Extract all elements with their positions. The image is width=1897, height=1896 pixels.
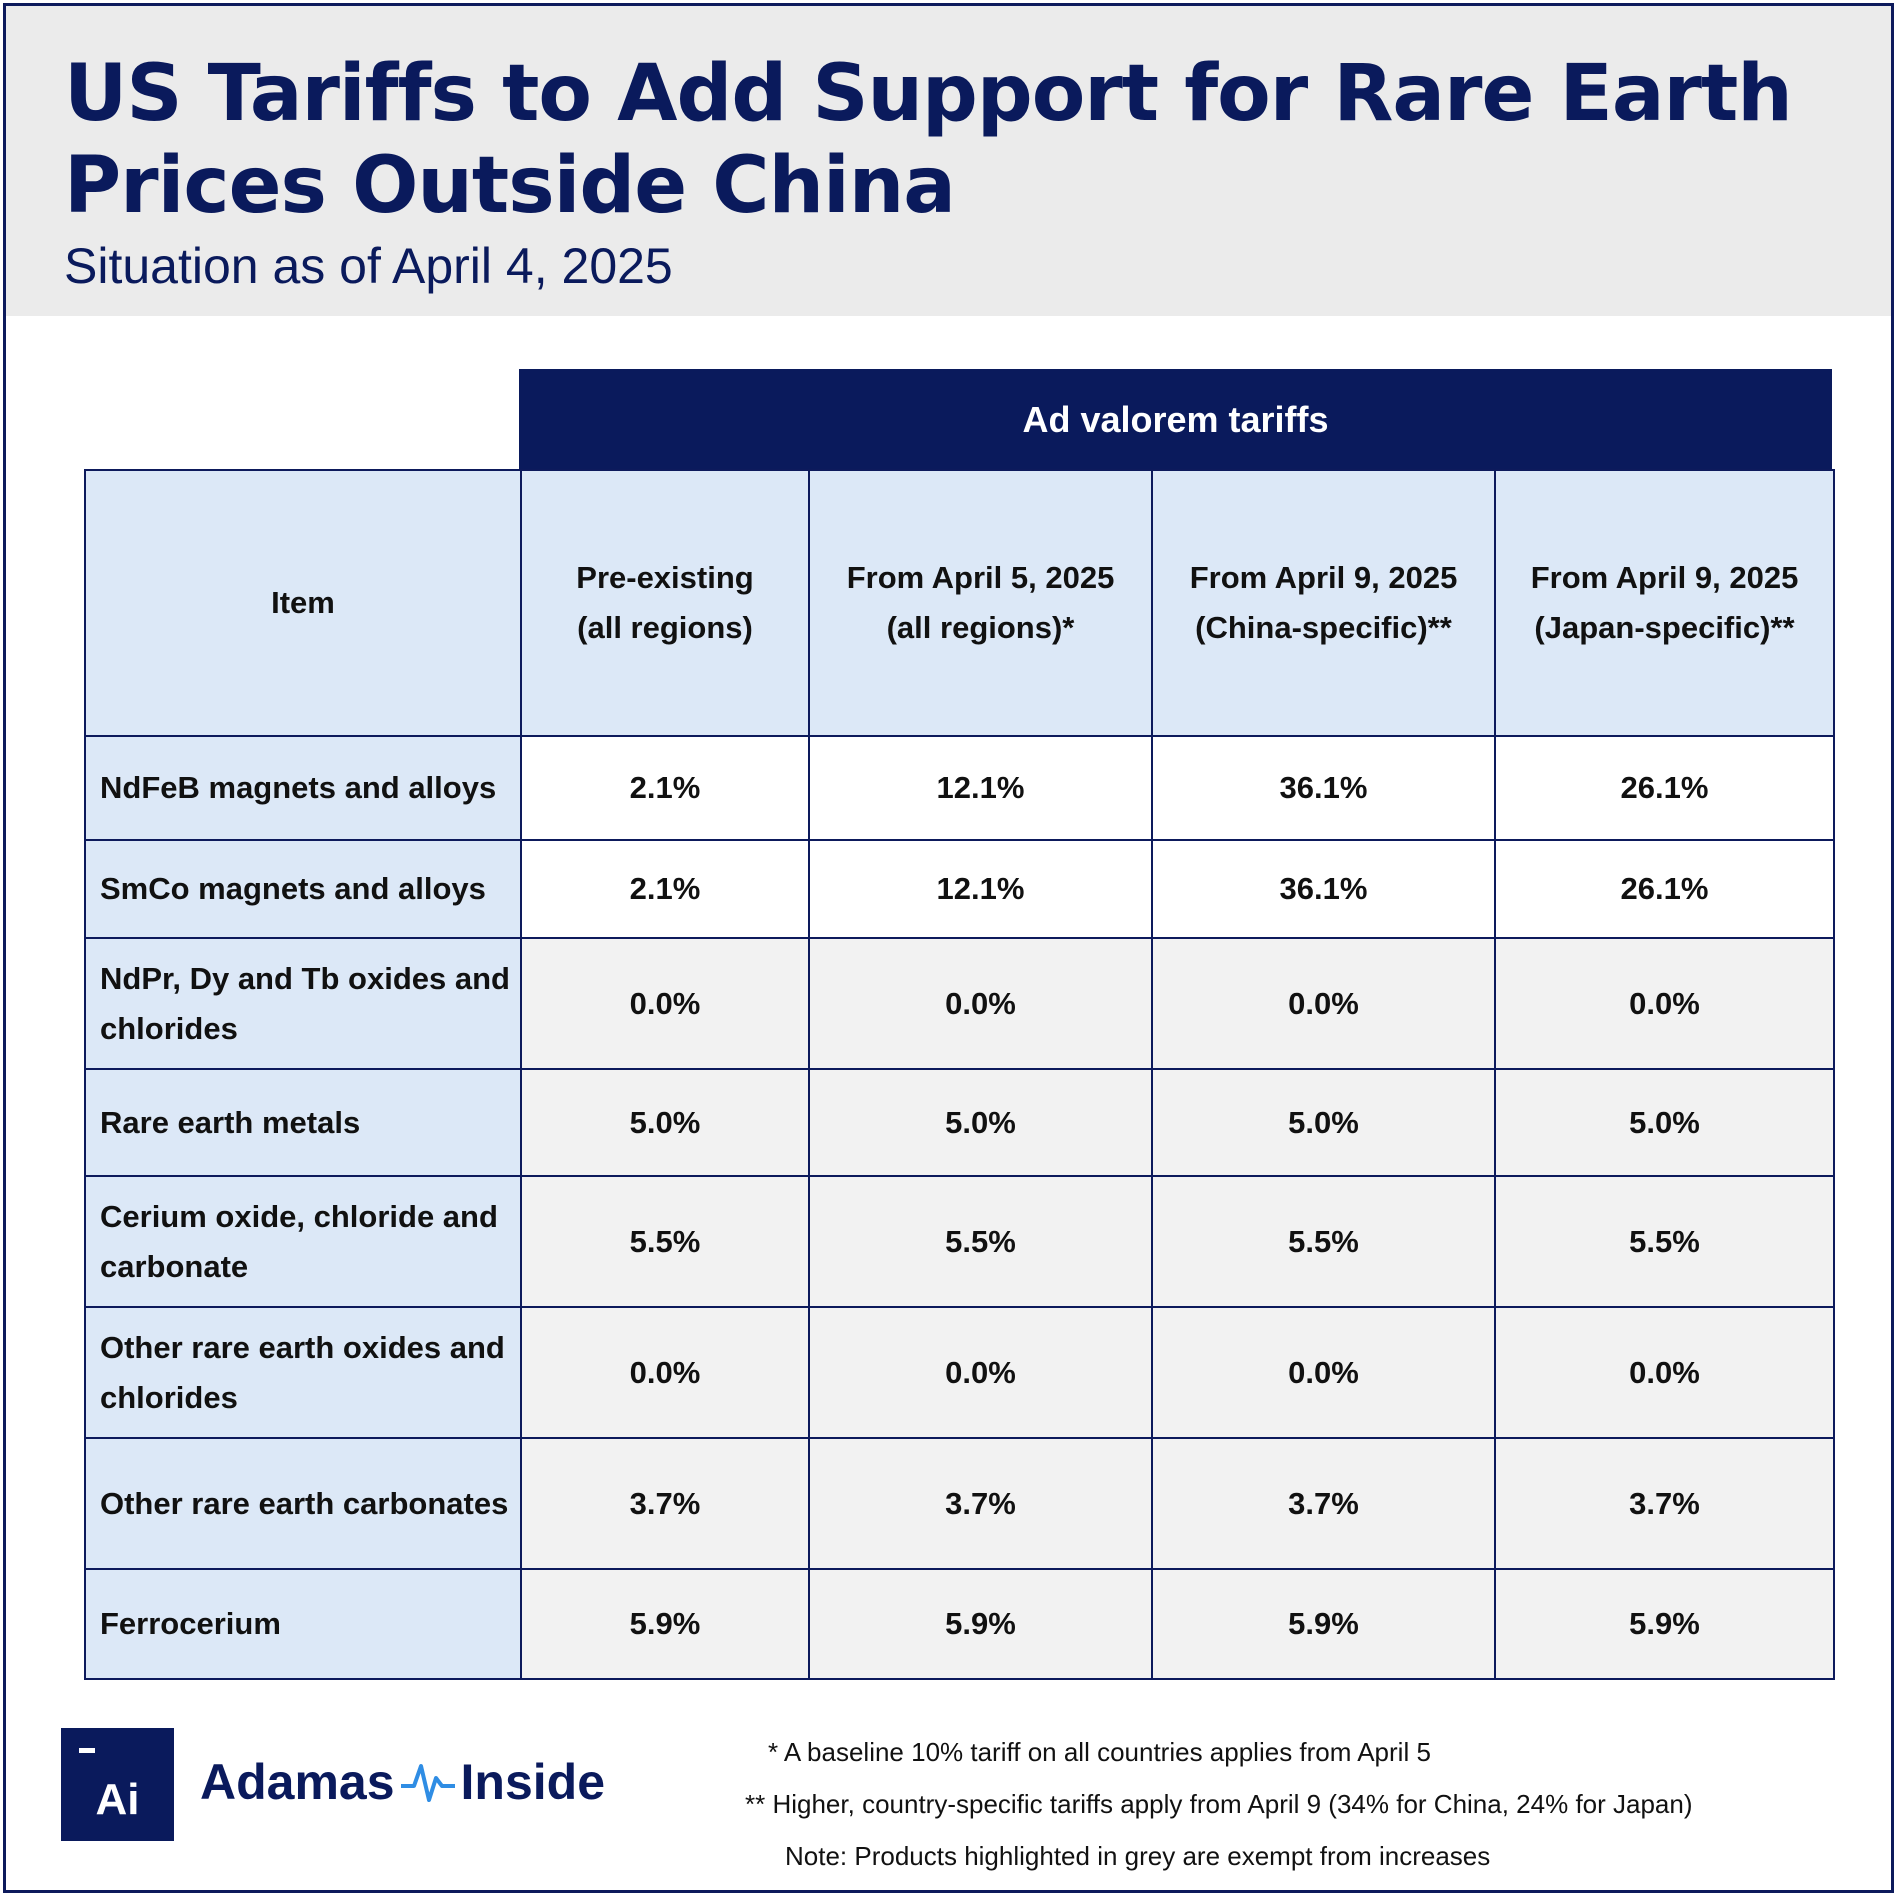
tariff-cell: 5.5% xyxy=(1151,1175,1496,1308)
table-header-row: Item Pre-existing (all regions) From Apr… xyxy=(84,469,1835,737)
tariff-cell: 5.9% xyxy=(1151,1568,1496,1680)
header-band: US Tariffs to Add Support for Rare Earth… xyxy=(6,6,1891,316)
table-row: Other rare earth oxides and chlorides 0.… xyxy=(84,1306,1835,1439)
footnotes: * A baseline 10% tariff on all countries… xyxy=(745,1726,1855,1882)
column-header-line1: From April 9, 2025 xyxy=(1189,560,1458,595)
tariff-cell: 3.7% xyxy=(1494,1437,1835,1570)
row-item-label: Cerium oxide, chloride and carbonate xyxy=(84,1175,522,1308)
logo-mark: Ai xyxy=(61,1728,174,1841)
column-header-line1: Pre-existing xyxy=(576,560,754,595)
tariff-cell: 0.0% xyxy=(520,937,810,1070)
logo-mark-text: Ai xyxy=(95,1775,140,1824)
column-header-pre-existing: Pre-existing (all regions) xyxy=(520,469,810,737)
tariff-cell: 5.9% xyxy=(520,1568,810,1680)
footnote-grey-note: Note: Products highlighted in grey are e… xyxy=(785,1841,1491,1871)
group-header: Ad valorem tariffs xyxy=(519,369,1832,470)
page-subtitle: Situation as of April 4, 2025 xyxy=(64,238,673,294)
table-row: Rare earth metals 5.0% 5.0% 5.0% 5.0% xyxy=(84,1068,1835,1177)
column-header-april5: From April 5, 2025 (all regions)* xyxy=(808,469,1153,737)
tariff-cell: 5.0% xyxy=(520,1068,810,1177)
tariff-cell: 2.1% xyxy=(520,735,810,841)
brand-name-right: Inside xyxy=(460,1754,606,1810)
row-item-label: Rare earth metals xyxy=(84,1068,522,1177)
tariff-cell: 3.7% xyxy=(520,1437,810,1570)
column-header-line2: (China-specific)** xyxy=(1195,610,1452,645)
tariff-cell: 3.7% xyxy=(1151,1437,1496,1570)
pulse-icon xyxy=(400,1764,455,1802)
tariff-cell: 5.5% xyxy=(1494,1175,1835,1308)
table-row: Ferrocerium 5.9% 5.9% 5.9% 5.9% xyxy=(84,1568,1835,1680)
column-header-line2: (all regions)* xyxy=(886,610,1075,645)
row-item-label: Other rare earth carbonates xyxy=(84,1437,522,1570)
column-header-april9-japan: From April 9, 2025 (Japan-specific)** xyxy=(1494,469,1835,737)
table-row: NdFeB magnets and alloys 2.1% 12.1% 36.1… xyxy=(84,735,1835,841)
tariff-cell: 5.9% xyxy=(808,1568,1153,1680)
page-title: US Tariffs to Add Support for Rare Earth… xyxy=(64,49,1793,231)
footnote-country-specific: ** Higher, country-specific tariffs appl… xyxy=(745,1789,1693,1819)
tariff-cell: 36.1% xyxy=(1151,839,1496,939)
tariff-table: Item Pre-existing (all regions) From Apr… xyxy=(84,469,1835,1680)
tariff-cell: 0.0% xyxy=(808,1306,1153,1439)
tariff-cell: 5.0% xyxy=(1151,1068,1496,1177)
tariff-cell: 2.1% xyxy=(520,839,810,939)
tariff-cell: 26.1% xyxy=(1494,839,1835,939)
column-header-line1: From April 9, 2025 xyxy=(1530,560,1799,595)
logo-dash xyxy=(79,1748,95,1753)
tariff-cell: 0.0% xyxy=(1494,937,1835,1070)
tariff-cell: 3.7% xyxy=(808,1437,1153,1570)
row-item-label: Ferrocerium xyxy=(84,1568,522,1680)
tariff-cell: 5.9% xyxy=(1494,1568,1835,1680)
tariff-cell: 5.5% xyxy=(808,1175,1153,1308)
table-row: SmCo magnets and alloys 2.1% 12.1% 36.1%… xyxy=(84,839,1835,939)
column-header-april9-china: From April 9, 2025 (China-specific)** xyxy=(1151,469,1496,737)
column-header-line2: (Japan-specific)** xyxy=(1534,610,1795,645)
row-item-label: Other rare earth oxides and chlorides xyxy=(84,1306,522,1439)
brand-name: Adamas Inside xyxy=(200,1752,605,1812)
tariff-cell: 0.0% xyxy=(1151,937,1496,1070)
tariff-cell: 0.0% xyxy=(1494,1306,1835,1439)
tariff-cell: 12.1% xyxy=(808,839,1153,939)
tariff-cell: 0.0% xyxy=(520,1306,810,1439)
row-item-label: NdPr, Dy and Tb oxides and chlorides xyxy=(84,937,522,1070)
tariff-cell: 36.1% xyxy=(1151,735,1496,841)
tariff-cell: 26.1% xyxy=(1494,735,1835,841)
tariff-cell: 0.0% xyxy=(808,937,1153,1070)
brand-name-left: Adamas xyxy=(200,1754,395,1810)
tariff-cell: 5.5% xyxy=(520,1175,810,1308)
column-header-item: Item xyxy=(84,469,522,737)
tariff-cell: 5.0% xyxy=(1494,1068,1835,1177)
row-item-label: SmCo magnets and alloys xyxy=(84,839,522,939)
row-item-label: NdFeB magnets and alloys xyxy=(84,735,522,841)
tariff-cell: 0.0% xyxy=(1151,1306,1496,1439)
column-header-line2: (all regions) xyxy=(577,610,753,645)
column-header-line1: Item xyxy=(271,585,335,620)
table-row: Other rare earth carbonates 3.7% 3.7% 3.… xyxy=(84,1437,1835,1570)
table-row: Cerium oxide, chloride and carbonate 5.5… xyxy=(84,1175,1835,1308)
column-header-line1: From April 5, 2025 xyxy=(846,560,1115,595)
tariff-cell: 5.0% xyxy=(808,1068,1153,1177)
table-row: NdPr, Dy and Tb oxides and chlorides 0.0… xyxy=(84,937,1835,1070)
tariff-cell: 12.1% xyxy=(808,735,1153,841)
footnote-baseline: * A baseline 10% tariff on all countries… xyxy=(768,1737,1431,1767)
